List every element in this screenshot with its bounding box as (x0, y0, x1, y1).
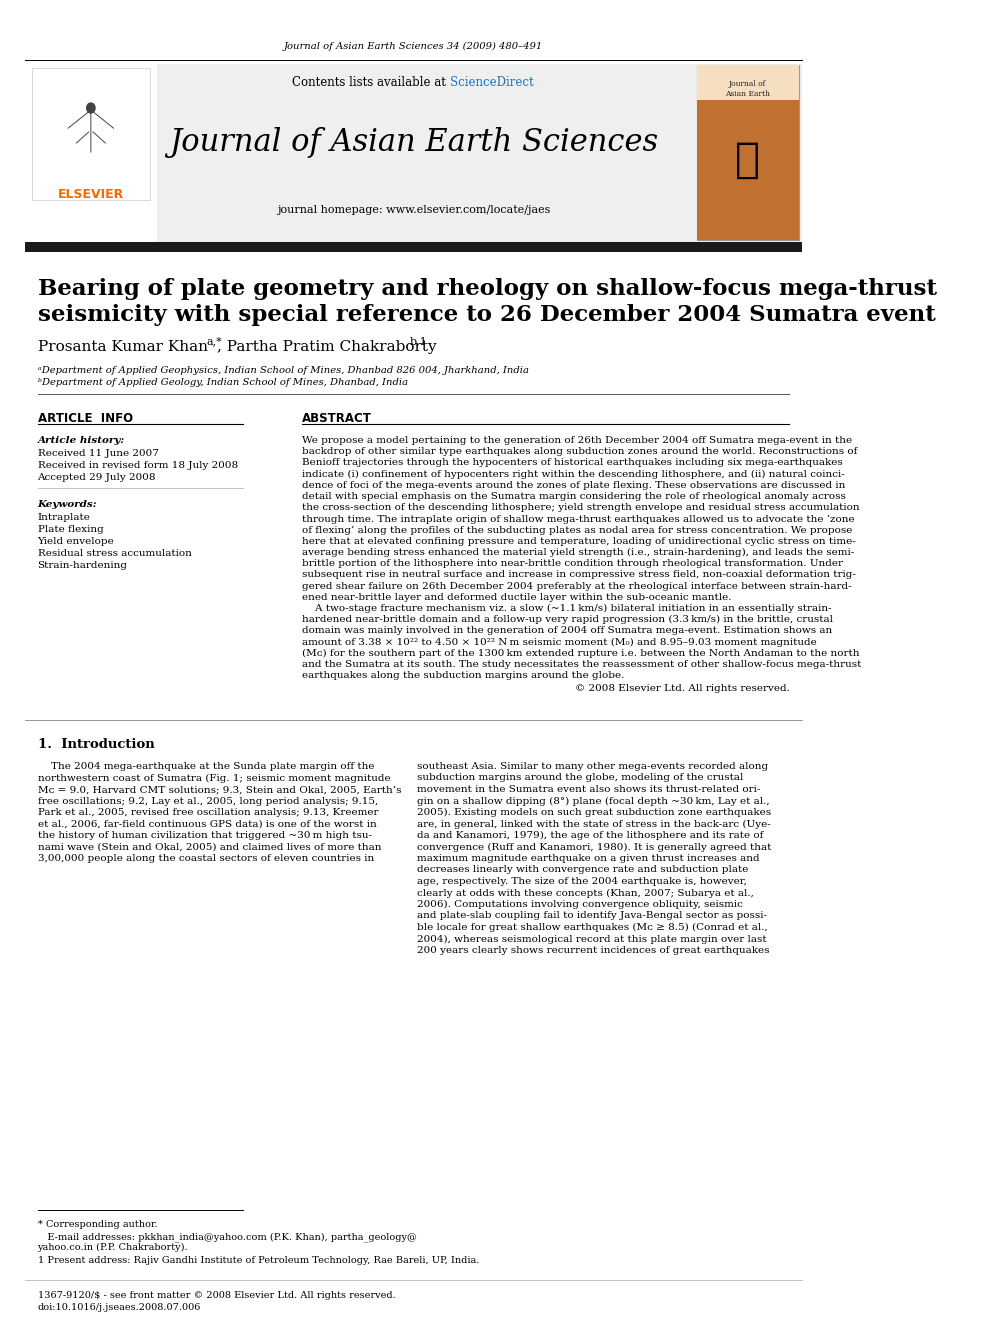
Text: ScienceDirect: ScienceDirect (450, 75, 534, 89)
Text: Park et al., 2005, revised free oscillation analysis; 9.13, Kreemer: Park et al., 2005, revised free oscillat… (38, 808, 378, 818)
Text: Benioff trajectories through the hypocenters of historical earthquakes including: Benioff trajectories through the hypocen… (302, 458, 842, 467)
Text: the cross-section of the descending lithosphere; yield strength envelope and res: the cross-section of the descending lith… (302, 503, 859, 512)
Text: E-mail addresses: pkkhan_india@yahoo.com (P.K. Khan), partha_geology@: E-mail addresses: pkkhan_india@yahoo.com… (38, 1232, 417, 1242)
Text: detail with special emphasis on the Sumatra margin considering the role of rheol: detail with special emphasis on the Suma… (302, 492, 845, 501)
Bar (25, 64, 157, 242)
Text: © 2008 Elsevier Ltd. All rights reserved.: © 2008 Elsevier Ltd. All rights reserved… (574, 684, 790, 693)
Text: The 2004 mega-earthquake at the Sunda plate margin off the: The 2004 mega-earthquake at the Sunda pl… (38, 762, 374, 771)
Text: Received 11 June 2007: Received 11 June 2007 (38, 448, 159, 458)
Text: ened near-brittle layer and deformed ductile layer within the sub-oceanic mantle: ened near-brittle layer and deformed duc… (302, 593, 731, 602)
Text: and the Sumatra at its south. The study necessitates the reassessment of other s: and the Sumatra at its south. The study … (302, 660, 861, 669)
Text: through time. The intraplate origin of shallow mega-thrust earthquakes allowed u: through time. The intraplate origin of s… (302, 515, 854, 524)
Text: A two-stage fracture mechanism viz. a slow (~1.1 km/s) bilateral initiation in a: A two-stage fracture mechanism viz. a sl… (302, 605, 831, 613)
Text: Journal of
Asian Earth
Sciences: Journal of Asian Earth Sciences (725, 79, 770, 107)
Text: ABSTRACT: ABSTRACT (302, 411, 372, 425)
Text: 2004), whereas seismological record at this plate margin over last: 2004), whereas seismological record at t… (417, 934, 767, 943)
Text: ᵇDepartment of Applied Geology, Indian School of Mines, Dhanbad, India: ᵇDepartment of Applied Geology, Indian S… (38, 378, 408, 388)
Text: indicate (i) confinement of hypocenters right within the descending lithosphere,: indicate (i) confinement of hypocenters … (302, 470, 844, 479)
Text: ble locale for great shallow earthquakes (Mᴄ ≥ 8.5) (Conrad et al.,: ble locale for great shallow earthquakes… (417, 923, 768, 933)
Text: 1367-9120/$ - see front matter © 2008 Elsevier Ltd. All rights reserved.: 1367-9120/$ - see front matter © 2008 El… (38, 1291, 395, 1301)
Text: 🌏: 🌏 (735, 139, 760, 181)
Text: average bending stress enhanced the material yield strength (i.e., strain-harden: average bending stress enhanced the mate… (302, 548, 854, 557)
Text: Keywords:: Keywords: (38, 500, 97, 509)
Text: and plate-slab coupling fail to identify Java-Bengal sector as possi-: and plate-slab coupling fail to identify… (417, 912, 767, 921)
Text: 3,00,000 people along the coastal sectors of eleven countries in: 3,00,000 people along the coastal sector… (38, 855, 374, 863)
Bar (32, 67, 150, 200)
Text: journal homepage: www.elsevier.com/locate/jaes: journal homepage: www.elsevier.com/locat… (277, 205, 551, 216)
Text: Journal of Asian Earth Sciences 34 (2009) 480–491: Journal of Asian Earth Sciences 34 (2009… (284, 41, 543, 50)
Text: Mᴄ = 9.0, Harvard CMT solutions; 9.3, Stein and Okal, 2005, Earth’s: Mᴄ = 9.0, Harvard CMT solutions; 9.3, St… (38, 785, 401, 794)
Text: a,*: a,* (206, 336, 222, 347)
Text: Received in revised form 18 July 2008: Received in revised form 18 July 2008 (38, 460, 238, 470)
Circle shape (86, 103, 95, 112)
Text: here that at elevated confining pressure and temperature, loading of unidirectio: here that at elevated confining pressure… (302, 537, 855, 546)
Text: Bearing of plate geometry and rheology on shallow-focus mega-thrust: Bearing of plate geometry and rheology o… (38, 278, 936, 300)
Bar (25, 242, 802, 251)
Bar (697, 101, 799, 239)
Text: clearly at odds with these concepts (Khan, 2007; Subarya et al.,: clearly at odds with these concepts (Kha… (417, 889, 754, 897)
Text: Article history:: Article history: (38, 437, 125, 445)
Text: Residual stress accumulation: Residual stress accumulation (38, 549, 191, 558)
Text: convergence (Ruff and Kanamori, 1980). It is generally agreed that: convergence (Ruff and Kanamori, 1980). I… (417, 843, 771, 852)
Text: Yield envelope: Yield envelope (38, 537, 114, 546)
Text: backdrop of other similar type earthquakes along subduction zones around the wor: backdrop of other similar type earthquak… (302, 447, 857, 456)
Text: hardened near-brittle domain and a follow-up very rapid progression (3.3 km/s) i: hardened near-brittle domain and a follo… (302, 615, 832, 624)
Bar (697, 65, 799, 101)
Text: gered shear failure on 26th December 2004 preferably at the rheological interfac: gered shear failure on 26th December 200… (302, 582, 851, 590)
Text: subsequent rise in neutral surface and increase in compressive stress field, non: subsequent rise in neutral surface and i… (302, 570, 856, 579)
Text: ARTICLE  INFO: ARTICLE INFO (38, 411, 133, 425)
Text: 1 Present address: Rajiv Gandhi Institute of Petroleum Technology, Rae Bareli, U: 1 Present address: Rajiv Gandhi Institut… (38, 1256, 479, 1265)
Text: 2006). Computations involving convergence obliquity, seismic: 2006). Computations involving convergenc… (417, 900, 743, 909)
Text: Contents lists available at: Contents lists available at (292, 75, 449, 89)
Text: northwestern coast of Sumatra (Fig. 1; seismic moment magnitude: northwestern coast of Sumatra (Fig. 1; s… (38, 774, 390, 783)
Text: Prosanta Kumar Khan: Prosanta Kumar Khan (38, 340, 207, 355)
Text: * Corresponding author.: * Corresponding author. (38, 1220, 157, 1229)
Text: Plate flexing: Plate flexing (38, 525, 103, 534)
Text: nami wave (Stein and Okal, 2005) and claimed lives of more than: nami wave (Stein and Okal, 2005) and cla… (38, 843, 381, 852)
Text: of flexing’ along the profiles of the subducting plates as nodal area for stress: of flexing’ along the profiles of the su… (302, 525, 852, 534)
Text: decreases linearly with convergence rate and subduction plate: decreases linearly with convergence rate… (417, 865, 748, 875)
Text: dence of foci of the mega-events around the zones of plate flexing. These observ: dence of foci of the mega-events around … (302, 480, 845, 490)
Bar (697, 65, 799, 239)
Text: amount of 3.38 × 10²² to 4.50 × 10²² N m seismic moment (M₀) and 8.95–9.03 momen: amount of 3.38 × 10²² to 4.50 × 10²² N m… (302, 638, 816, 647)
Text: brittle portion of the lithosphere into near-brittle condition through rheologic: brittle portion of the lithosphere into … (302, 560, 843, 568)
Text: age, respectively. The size of the 2004 earthquake is, however,: age, respectively. The size of the 2004 … (417, 877, 747, 886)
Text: Intraplate: Intraplate (38, 513, 90, 523)
Text: gin on a shallow dipping (8°) plane (focal depth ~30 km, Lay et al.,: gin on a shallow dipping (8°) plane (foc… (417, 796, 770, 806)
Text: yahoo.co.in (P.P. Chakraborty).: yahoo.co.in (P.P. Chakraborty). (38, 1244, 188, 1252)
Text: southeast Asia. Similar to many other mega-events recorded along: southeast Asia. Similar to many other me… (417, 762, 768, 771)
Text: b,1: b,1 (410, 336, 428, 347)
Text: Strain-hardening: Strain-hardening (38, 561, 128, 570)
Text: subduction margins around the globe, modeling of the crustal: subduction margins around the globe, mod… (417, 774, 743, 782)
Bar (25, 64, 802, 242)
Text: ELSEVIER: ELSEVIER (58, 188, 124, 201)
Text: (Mᴄ) for the southern part of the 1300 km extended rupture i.e. between the Nort: (Mᴄ) for the southern part of the 1300 k… (302, 648, 859, 658)
Text: the history of human civilization that triggered ~30 m high tsu-: the history of human civilization that t… (38, 831, 372, 840)
Text: domain was mainly involved in the generation of 2004 off Sumatra mega-event. Est: domain was mainly involved in the genera… (302, 626, 832, 635)
Text: doi:10.1016/j.jseaes.2008.07.006: doi:10.1016/j.jseaes.2008.07.006 (38, 1303, 201, 1312)
Text: et al., 2006, far-field continuous GPS data) is one of the worst in: et al., 2006, far-field continuous GPS d… (38, 819, 376, 828)
Text: ᵃDepartment of Applied Geophysics, Indian School of Mines, Dhanbad 826 004, Jhar: ᵃDepartment of Applied Geophysics, India… (38, 366, 529, 374)
Text: We propose a model pertaining to the generation of 26th December 2004 off Sumatr: We propose a model pertaining to the gen… (302, 437, 852, 445)
Text: seismicity with special reference to 26 December 2004 Sumatra event: seismicity with special reference to 26 … (38, 304, 935, 325)
Text: 2005). Existing models on such great subduction zone earthquakes: 2005). Existing models on such great sub… (417, 808, 771, 818)
Text: maximum magnitude earthquake on a given thrust increases and: maximum magnitude earthquake on a given … (417, 855, 760, 863)
Text: da and Kanamori, 1979), the age of the lithosphere and its rate of: da and Kanamori, 1979), the age of the l… (417, 831, 763, 840)
Text: are, in general, linked with the state of stress in the back-arc (Uye-: are, in general, linked with the state o… (417, 819, 771, 828)
Text: , Partha Pratim Chakraborty: , Partha Pratim Chakraborty (216, 340, 436, 355)
Text: movement in the Sumatra event also shows its thrust-related ori-: movement in the Sumatra event also shows… (417, 785, 760, 794)
Text: earthquakes along the subduction margins around the globe.: earthquakes along the subduction margins… (302, 671, 624, 680)
Text: free oscillations; 9.2, Lay et al., 2005, long period analysis; 9.15,: free oscillations; 9.2, Lay et al., 2005… (38, 796, 378, 806)
Text: Journal of Asian Earth Sciences: Journal of Asian Earth Sciences (169, 127, 658, 159)
Text: Accepted 29 July 2008: Accepted 29 July 2008 (38, 474, 156, 482)
Text: 1.  Introduction: 1. Introduction (38, 738, 155, 751)
Text: 200 years clearly shows recurrent incidences of great earthquakes: 200 years clearly shows recurrent incide… (417, 946, 770, 955)
